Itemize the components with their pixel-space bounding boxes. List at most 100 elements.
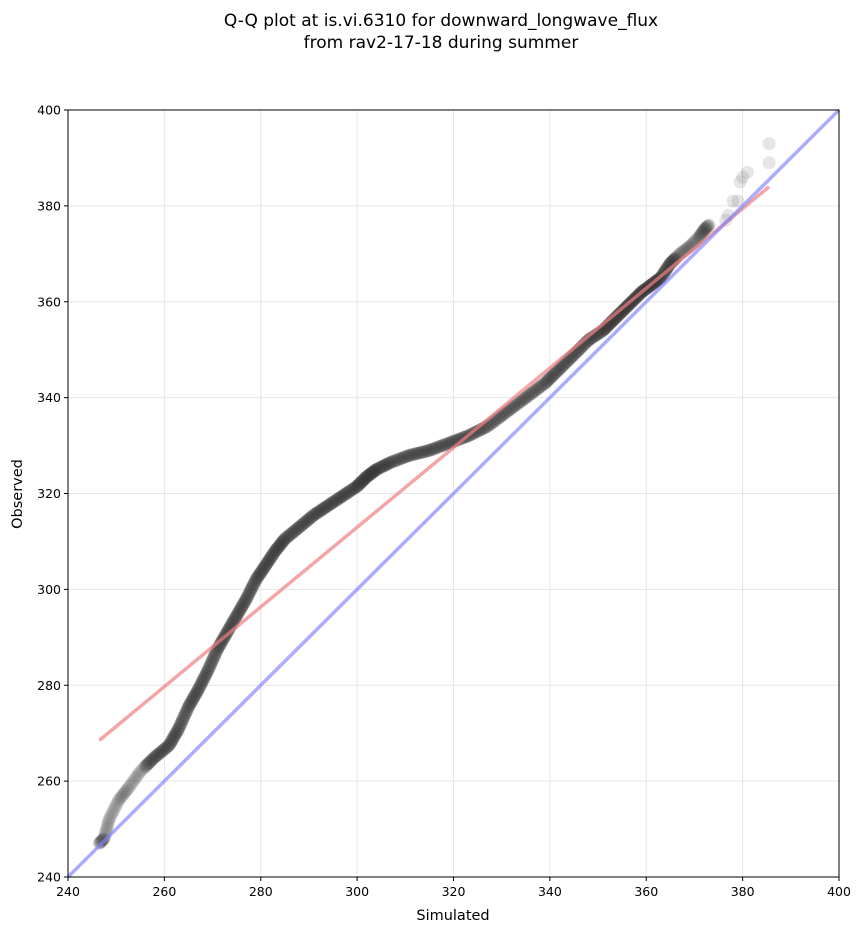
qq-point (102, 813, 116, 826)
qq-point (425, 443, 439, 456)
qq-point (124, 777, 138, 791)
qq-point (245, 580, 259, 594)
qq-point (360, 470, 374, 484)
qq-point (247, 578, 260, 592)
qq-point (762, 156, 776, 170)
qq-point (112, 793, 126, 807)
qq-point (188, 689, 201, 703)
qq-point (129, 771, 143, 785)
qq-point (165, 734, 179, 748)
qq-point (278, 532, 292, 546)
y-tick-label: 260 (37, 774, 61, 789)
qq-point (616, 303, 630, 317)
qq-point (118, 786, 132, 800)
qq-point (413, 446, 427, 460)
qq-point (439, 437, 453, 451)
qq-point (183, 698, 197, 712)
qq-point (380, 457, 394, 471)
qq-point (401, 449, 415, 463)
qq-point (430, 441, 444, 455)
qq-point (255, 564, 269, 578)
qq-point (762, 137, 776, 151)
qq-point (694, 228, 707, 242)
qq-point (119, 784, 133, 798)
qq-point (702, 218, 716, 232)
qq-point (260, 557, 274, 571)
qq-point (209, 645, 223, 659)
qq-point (365, 466, 379, 480)
y-tick-label: 300 (37, 582, 61, 597)
qq-point (312, 505, 326, 518)
qq-point (309, 507, 323, 521)
y-tick-label: 340 (37, 390, 61, 405)
qq-point (104, 808, 118, 822)
qq-point (159, 741, 173, 755)
qq-point (512, 396, 526, 410)
qq-point (244, 582, 258, 596)
qq-point (277, 534, 291, 547)
qq-point (132, 767, 146, 781)
qq-point (298, 516, 312, 530)
qq-point (204, 656, 218, 670)
qq-point (109, 798, 123, 812)
qq-point (540, 374, 554, 388)
qq-point (174, 716, 188, 730)
x-axis-ticks: 240 260 280 300 320 340 360 380 400 (56, 877, 851, 899)
qq-point (230, 609, 244, 623)
qq-point (191, 683, 205, 697)
qq-point (406, 448, 419, 462)
qq-point (726, 194, 740, 208)
qq-point (507, 400, 521, 414)
qq-point (514, 394, 528, 408)
qq-point (127, 773, 141, 787)
qq-point (519, 391, 533, 405)
qq-point (285, 526, 299, 540)
qq-point (239, 592, 253, 606)
qq-point (410, 446, 424, 460)
y-tick-label: 380 (37, 198, 61, 213)
qq-point (661, 260, 675, 274)
qq-point (554, 360, 568, 374)
qq-point (238, 594, 252, 608)
qq-point (146, 752, 160, 766)
qq-point (504, 401, 518, 415)
qq-point (179, 705, 193, 719)
qq-point (373, 461, 387, 475)
qq-point (694, 227, 708, 241)
qq-point (695, 226, 709, 239)
qq-point (280, 531, 294, 544)
qq-point (120, 783, 134, 797)
qq-point (202, 661, 216, 675)
qq-point (553, 362, 566, 376)
y-tick-label: 320 (37, 486, 61, 501)
qq-point (701, 219, 715, 233)
qq-point (123, 779, 137, 793)
qq-point (155, 744, 169, 758)
chart-title: Q-Q plot at is.vi.6310 for downward_long… (224, 11, 658, 31)
qq-point (740, 165, 754, 179)
qq-point (241, 590, 254, 604)
qq-point (133, 765, 147, 778)
qq-point (367, 464, 381, 478)
qq-point (292, 520, 306, 534)
qq-point (182, 700, 195, 714)
qq-point (115, 789, 129, 803)
qq-point (163, 736, 177, 750)
qq-point (389, 454, 403, 467)
qq-point (614, 306, 628, 319)
qq-point (130, 769, 144, 783)
reference-lines (66, 108, 841, 879)
qq-point (294, 519, 308, 533)
qq-point (339, 487, 353, 500)
qq-point (135, 763, 149, 777)
qq-point (266, 548, 280, 562)
qq-point (287, 525, 301, 539)
qq-point (319, 500, 333, 514)
qq-point (307, 508, 321, 522)
qq-point (351, 478, 365, 492)
x-tick-label: 240 (56, 884, 80, 899)
qq-point (699, 221, 713, 235)
qq-point (701, 219, 715, 233)
qq-point (382, 456, 396, 470)
qq-point (229, 611, 242, 625)
